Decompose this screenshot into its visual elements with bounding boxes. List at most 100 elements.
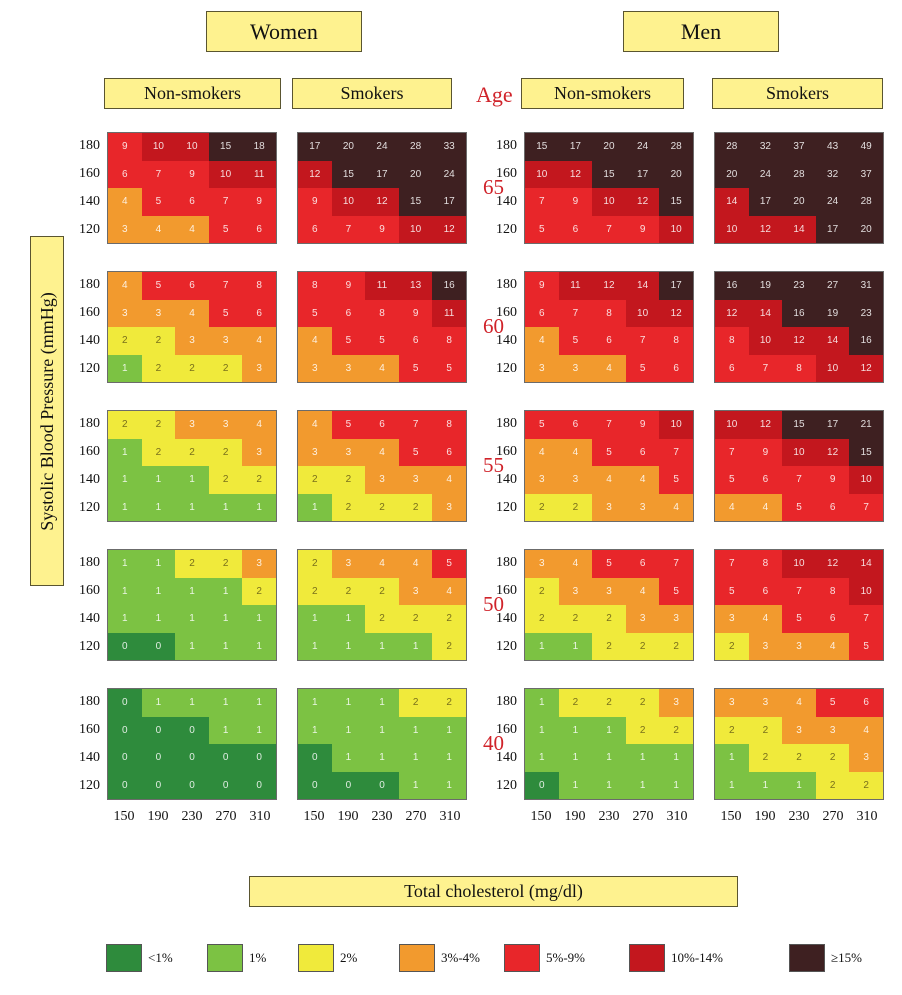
heatmap-cell: 1 — [108, 493, 142, 521]
heatmap-cell: 2 — [331, 466, 366, 494]
y-tick-label: 180 — [496, 138, 517, 153]
heatmap-panel-men-nonsmokers-age-55: 5 6 7 9 10 4 4 5 6 7 3 3 4 4 5 2 2 3 3 4 — [524, 410, 694, 522]
heatmap-cell: 1 — [525, 744, 559, 772]
x-tick-label: 150 — [303, 809, 325, 824]
heatmap-cell: 1 — [141, 550, 176, 578]
heatmap-cell: 32 — [748, 133, 783, 161]
heatmap-cell: 12 — [849, 354, 883, 382]
heatmap-cell: 31 — [849, 272, 883, 300]
heatmap-cell: 2 — [592, 605, 626, 633]
heatmap-cell: 1 — [592, 771, 626, 799]
y-axis-label: Systolic Blood Pressure (mmHg) — [30, 236, 64, 586]
heatmap-cell: 1 — [242, 632, 276, 660]
y-tick-label: 180 — [496, 277, 517, 292]
heatmap-cell: 2 — [815, 771, 850, 799]
heatmap-cell: 6 — [175, 272, 209, 300]
y-tick-label: 140 — [79, 333, 100, 348]
heatmap-cell: 1 — [331, 605, 366, 633]
heatmap-cell: 12 — [298, 160, 332, 188]
heatmap-cell: 7 — [659, 550, 693, 578]
y-tick-label: 140 — [496, 333, 517, 348]
y-tick-label: 160 — [496, 583, 517, 598]
heatmap-cell: 3 — [625, 493, 660, 521]
y-tick-label: 160 — [79, 583, 100, 598]
heatmap-cell: 15 — [782, 411, 816, 439]
heatmap-cell: 7 — [592, 215, 626, 243]
heatmap-cell: 5 — [141, 272, 176, 300]
heatmap-cell: 11 — [432, 299, 466, 327]
heatmap-cell: 2 — [849, 771, 883, 799]
heatmap-cell: 0 — [175, 716, 209, 744]
y-tick-label: 140 — [79, 611, 100, 626]
heatmap-cell: 2 — [558, 605, 593, 633]
heatmap-cell: 8 — [298, 272, 332, 300]
heatmap-cell: 7 — [398, 411, 433, 439]
heatmap-cell: 7 — [849, 493, 883, 521]
x-axis-label: Total cholesterol (mg/dl) — [249, 876, 738, 907]
heatmap-cell: 1 — [175, 605, 209, 633]
heatmap-cell: 1 — [108, 577, 142, 605]
heatmap-cell: 3 — [782, 716, 816, 744]
heatmap-cell: 1 — [208, 493, 243, 521]
y-tick-label: 140 — [79, 472, 100, 487]
heatmap-cell: 6 — [815, 493, 850, 521]
heatmap-cell: 1 — [208, 632, 243, 660]
heatmap-cell: 1 — [525, 689, 559, 717]
heatmap-cell: 43 — [815, 133, 850, 161]
heatmap-cell: 1 — [592, 716, 626, 744]
heatmap-cell: 10 — [592, 188, 626, 216]
heatmap-cell: 10 — [398, 215, 433, 243]
heatmap-cell: 24 — [365, 133, 399, 161]
heatmap-cell: 2 — [432, 689, 466, 717]
heatmap-cell: 19 — [748, 272, 783, 300]
heatmap-cell: 0 — [141, 632, 176, 660]
heatmap-cell: 12 — [715, 299, 749, 327]
heatmap-cell: 3 — [659, 605, 693, 633]
y-tick-label: 120 — [79, 639, 100, 654]
heatmap-cell: 10 — [782, 550, 816, 578]
heatmap-cell: 10 — [331, 188, 366, 216]
heatmap-cell: 10 — [659, 215, 693, 243]
heatmap-cell: 1 — [331, 716, 366, 744]
heatmap-cell: 33 — [432, 133, 466, 161]
heatmap-cell: 15 — [849, 438, 883, 466]
y-tick-label: 140 — [496, 472, 517, 487]
heatmap-cell: 1 — [108, 605, 142, 633]
heatmap-cell: 21 — [849, 411, 883, 439]
heatmap-cell: 1 — [748, 771, 783, 799]
heatmap-cell: 37 — [782, 133, 816, 161]
heatmap-cell: 1 — [625, 771, 660, 799]
heatmap-cell: 6 — [175, 188, 209, 216]
heatmap-cell: 5 — [432, 354, 466, 382]
heatmap-cell: 1 — [108, 438, 142, 466]
heatmap-cell: 1 — [365, 632, 399, 660]
heatmap-cell: 3 — [782, 632, 816, 660]
heatmap-cell: 15 — [659, 188, 693, 216]
legend-label: 5%-9% — [546, 950, 585, 965]
y-tick-label: 120 — [496, 361, 517, 376]
heatmap-cell: 3 — [208, 411, 243, 439]
heatmap-cell: 1 — [242, 605, 276, 633]
legend-item: 3%-4% — [399, 944, 480, 972]
heatmap-cell: 15 — [398, 188, 433, 216]
x-tick-label: 230 — [788, 809, 810, 824]
age-row-label: 40 — [483, 731, 504, 755]
y-tick-label: 160 — [79, 166, 100, 181]
heatmap-cell: 6 — [432, 438, 466, 466]
heatmap-cell: 1 — [108, 466, 142, 494]
heatmap-cell: 4 — [365, 550, 399, 578]
heatmap-cell: 2 — [365, 605, 399, 633]
heatmap-cell: 5 — [331, 411, 366, 439]
y-tick-label: 160 — [79, 444, 100, 459]
legend-label: 10%-14% — [671, 950, 723, 965]
heatmap-cell: 1 — [298, 493, 332, 521]
heatmap-cell: 1 — [141, 689, 176, 717]
heatmap-cell: 9 — [175, 160, 209, 188]
heatmap-cell: 4 — [141, 215, 176, 243]
heatmap-cell: 2 — [108, 327, 142, 355]
y-tick-label: 180 — [496, 555, 517, 570]
heatmap-cell: 0 — [298, 744, 332, 772]
heatmap-cell: 3 — [175, 327, 209, 355]
